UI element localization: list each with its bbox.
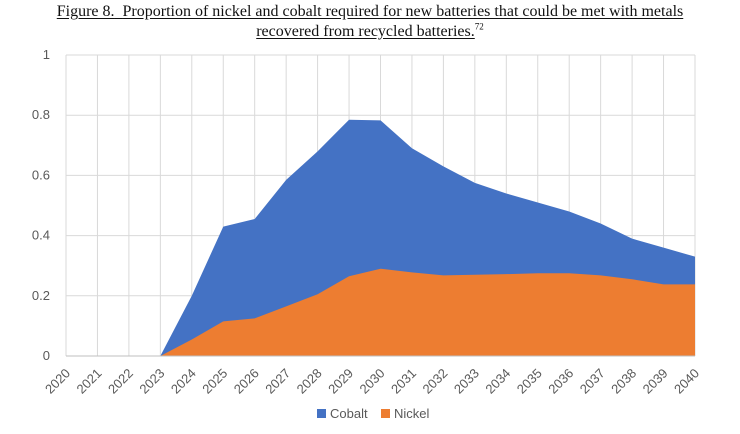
legend-swatch-nickel bbox=[381, 409, 390, 418]
x-tick-label: 2031 bbox=[388, 366, 419, 397]
x-tick-label: 2036 bbox=[545, 366, 576, 397]
legend-label-nickel: Nickel bbox=[394, 406, 430, 421]
y-tick-label: 0 bbox=[43, 348, 50, 363]
y-tick-label: 1 bbox=[43, 47, 50, 62]
figure-label: Figure 8. bbox=[56, 3, 115, 20]
y-tick-label: 0.8 bbox=[32, 107, 50, 122]
x-tick-label: 2028 bbox=[294, 366, 325, 397]
x-tick-label: 2040 bbox=[671, 366, 702, 397]
x-tick-labels: 2020 2021 2022 2023 2024 2025 2026 2027 2028 2029… bbox=[42, 366, 702, 397]
x-tick-label: 2032 bbox=[419, 366, 450, 397]
title-line-1: Proportion of nickel and cobalt required… bbox=[122, 3, 684, 20]
x-tick-label: 2038 bbox=[608, 366, 639, 397]
x-tick-label: 2025 bbox=[199, 366, 230, 397]
area-nickel bbox=[66, 268, 695, 356]
x-tick-label: 2027 bbox=[262, 366, 293, 397]
title-line-2: recovered from recycled batteries. bbox=[256, 23, 475, 40]
y-tick-label: 0.6 bbox=[32, 167, 50, 182]
x-tick-label: 2026 bbox=[231, 366, 262, 397]
x-tick-label: 2035 bbox=[514, 366, 545, 397]
x-tick-label: 2022 bbox=[105, 366, 136, 397]
x-tick-label: 2030 bbox=[357, 366, 388, 397]
legend: Cobalt Nickel bbox=[317, 406, 430, 421]
x-tick-label: 2033 bbox=[451, 366, 482, 397]
x-tick-label: 2023 bbox=[136, 366, 167, 397]
footnote-marker: 72 bbox=[474, 21, 484, 32]
y-tick-label: 0.2 bbox=[32, 288, 50, 303]
series-areas bbox=[66, 119, 695, 356]
legend-label-cobalt: Cobalt bbox=[330, 406, 368, 421]
x-tick-label: 2034 bbox=[482, 366, 513, 397]
y-tick-labels: 0 0.2 0.4 0.6 0.8 1 bbox=[32, 47, 50, 363]
x-tick-label: 2037 bbox=[577, 366, 608, 397]
chart-title: Figure 8. Proportion of nickel and cobal… bbox=[0, 2, 740, 42]
x-tick-label: 2024 bbox=[168, 366, 199, 397]
x-tick-label: 2021 bbox=[74, 366, 105, 397]
x-tick-label: 2039 bbox=[640, 366, 671, 397]
x-tick-label: 2029 bbox=[325, 366, 356, 397]
legend-swatch-cobalt bbox=[317, 409, 326, 418]
x-tick-label: 2020 bbox=[42, 366, 73, 397]
y-tick-label: 0.4 bbox=[32, 228, 50, 243]
